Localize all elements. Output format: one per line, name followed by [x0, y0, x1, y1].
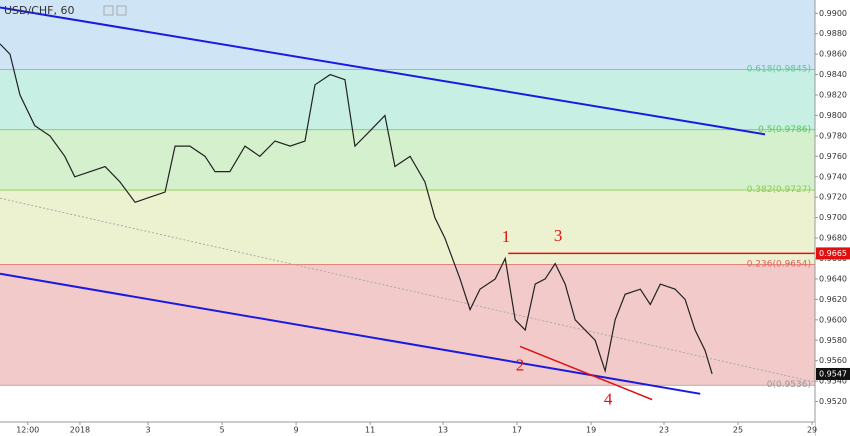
x-tick-label: 12:00 — [16, 426, 39, 435]
wave-label: 3 — [554, 226, 563, 245]
y-tick-label: 0.9800 — [819, 111, 847, 120]
x-tick-label: 11 — [365, 426, 375, 435]
y-tick-label: 0.9580 — [819, 336, 847, 345]
background: 0.618(0.9845) 0.5(0.9786) 0.382(0.9727) 0.2… — [0, 0, 815, 390]
y-tick-label: 0.9720 — [819, 193, 847, 202]
x-tick-label: 29 — [807, 426, 817, 435]
price-tag-label: 0.9665 — [819, 249, 847, 258]
fib-label: 0.618(0.9845) — [747, 64, 811, 74]
fib-band — [0, 129, 815, 191]
y-tick-label: 0.9760 — [819, 152, 847, 161]
y-tick-label: 0.9840 — [819, 70, 847, 79]
price-tag — [816, 247, 850, 260]
trend-line — [0, 197, 816, 383]
x-tick-label: 17 — [512, 426, 522, 435]
axes: 0.9520 0.9540 0.9560 0.9580 0.9600 0.9620 0.96… — [16, 9, 850, 435]
y-tick-label: 0.9820 — [819, 91, 847, 100]
x-tick-label: 25 — [733, 426, 743, 435]
y-tick-label: 0.9640 — [819, 274, 847, 283]
y-tick-label: 0.9860 — [819, 50, 847, 59]
trend-line — [519, 345, 653, 401]
price-tag-label: 0.9547 — [819, 369, 847, 378]
y-tick-label: 0.9540 — [819, 377, 847, 386]
icon[interactable] — [116, 5, 127, 16]
x-tick-label: 13 — [438, 426, 448, 435]
wave-label: 2 — [516, 356, 525, 375]
fib-band — [0, 264, 815, 386]
y-tick-label: 0.9900 — [819, 9, 847, 18]
price-tag — [816, 367, 850, 380]
x-tick-label: 5 — [220, 426, 225, 435]
x-tick-label: 9 — [294, 426, 299, 435]
x-tick-label: 2018 — [70, 426, 90, 435]
y-tick-label: 0.9620 — [819, 295, 847, 304]
fib-label: 0.5(0.9786) — [758, 125, 811, 135]
y-tick-label: 0.9600 — [819, 315, 847, 324]
y-tick-label: 0.9780 — [819, 131, 847, 140]
x-tick-label: 19 — [586, 426, 596, 435]
fib-band — [0, 69, 815, 130]
wave-label: 1 — [502, 227, 511, 246]
price-axis — [815, 0, 850, 436]
y-tick-label: 0.9560 — [819, 356, 847, 365]
x-tick-label: 23 — [659, 426, 669, 435]
fib-label: 0.382(0.9727) — [747, 185, 811, 195]
trend-line — [0, 6, 766, 136]
y-tick-label: 0.9680 — [819, 234, 847, 243]
fib-band — [0, 0, 815, 70]
chart-title: USD/CHF, 60 — [4, 4, 74, 17]
fib-label: 0.236(0.9654) — [747, 260, 811, 270]
trend-line — [0, 272, 701, 395]
plot: 1 2 3 4 — [0, 6, 816, 408]
wave-label: 4 — [604, 389, 613, 408]
y-tick-label: 0.9740 — [819, 172, 847, 181]
y-tick-label: 0.9520 — [819, 397, 847, 406]
price-line — [0, 43, 713, 375]
x-tick-label: 3 — [146, 426, 151, 435]
icon[interactable] — [103, 5, 114, 16]
y-tick-label: 0.9880 — [819, 29, 847, 38]
time-axis — [0, 422, 815, 436]
fib-label: 0(0.9536) — [767, 380, 811, 390]
y-tick-label: 0.9700 — [819, 213, 847, 222]
